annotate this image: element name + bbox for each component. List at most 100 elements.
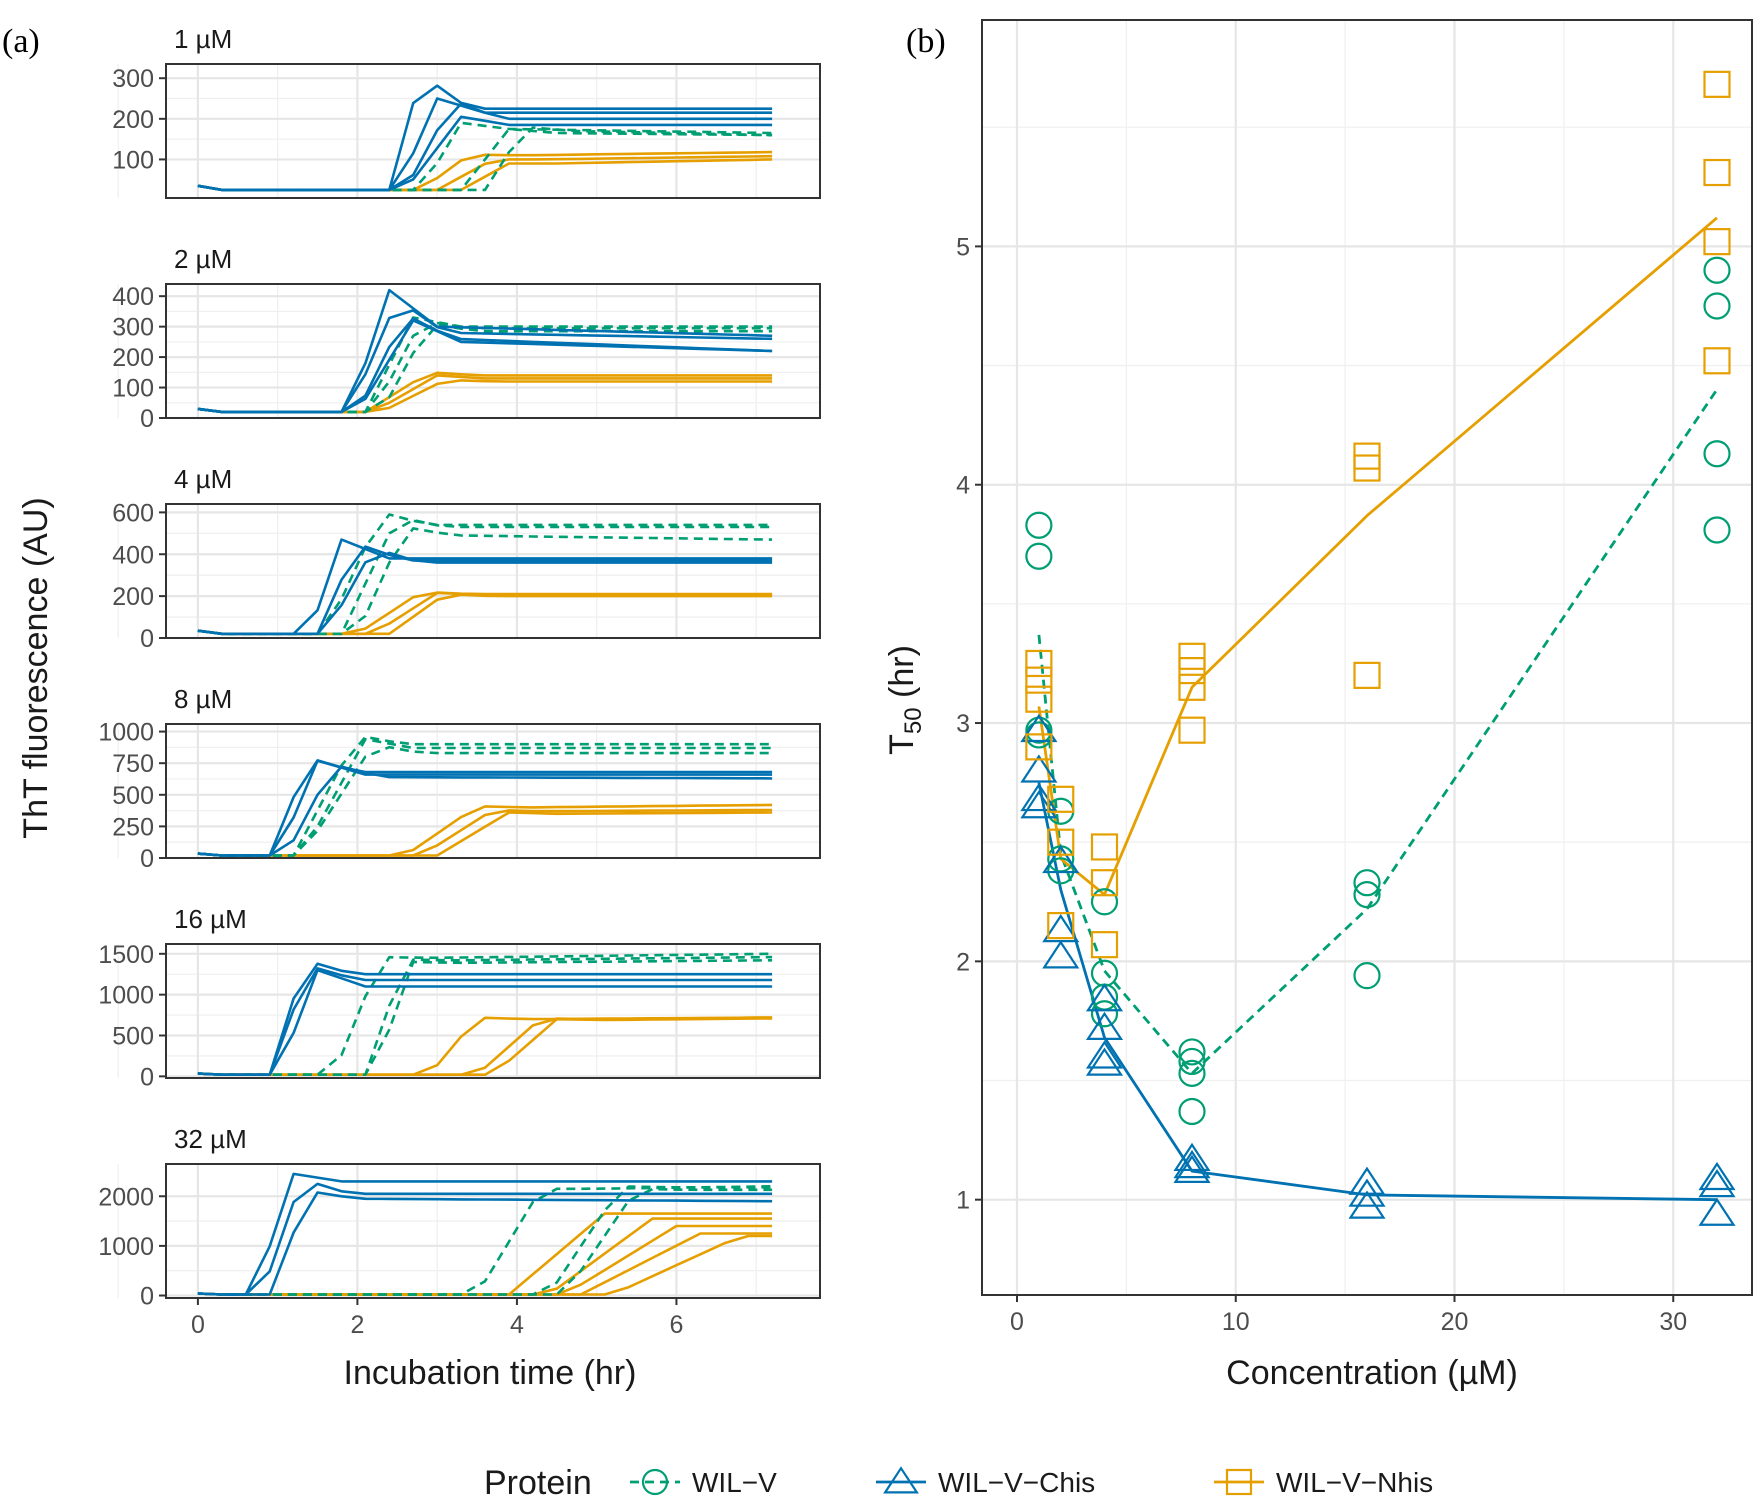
data-point-chis (1085, 983, 1124, 1012)
data-point-chis (1173, 1142, 1211, 1172)
data-point-nhis (1178, 642, 1206, 670)
y-tick-label: 400 (112, 283, 154, 311)
series-line-chis (197, 1172, 773, 1296)
series-line-chis (197, 115, 773, 192)
panel-1-title: 1 µM (174, 24, 232, 54)
panel-5-title: 16 µM (174, 904, 247, 934)
series-line-wilv (197, 1187, 773, 1296)
y-tick-label: 100 (112, 146, 154, 174)
data-point-nhis (1047, 912, 1075, 940)
legend-label-chis: WIL−V−Chis (938, 1467, 1095, 1498)
panel-3-title: 4 µM (174, 464, 232, 494)
y-tick-label: 750 (112, 750, 154, 778)
data-point-chis (1348, 1190, 1386, 1219)
data-point-nhis (1703, 228, 1731, 256)
left-y-axis-label: ThT fluorescence (AU) (17, 497, 55, 838)
panel-4-title: 8 µM (174, 684, 232, 714)
y-tick-label: 250 (112, 813, 154, 841)
data-point-wilv (1353, 962, 1381, 990)
data-point-nhis (1353, 454, 1381, 482)
y-tick-label: 1500 (98, 941, 154, 969)
data-point-chis (1085, 1040, 1124, 1069)
x-tick-label: 20 (1441, 1308, 1469, 1336)
data-point-nhis (1090, 931, 1119, 959)
series-line-chis (197, 551, 773, 636)
panel-6: 32 µM 0 1000 2000 (98, 1124, 821, 1311)
data-point-nhis (1178, 673, 1206, 701)
panel-1: 1 µM 100 200 300 (112, 24, 821, 199)
data-point-wilv (1703, 516, 1731, 544)
y-tick-label: 200 (112, 344, 154, 372)
data-point-wilv (1703, 292, 1731, 320)
y-tick-label: 1000 (98, 982, 154, 1010)
series-line-nhis (197, 591, 773, 636)
data-point-nhis (1703, 158, 1731, 187)
data-point-nhis (1703, 347, 1731, 375)
data-point-wilv (1090, 959, 1119, 987)
series-line-wilv (197, 745, 773, 857)
fit-line-wilv (1037, 388, 1719, 1075)
data-point-chis (1020, 713, 1058, 743)
panel-border (165, 283, 821, 419)
y-tick-label: 500 (112, 782, 154, 810)
data-point-nhis (1025, 733, 1053, 761)
y-tick-label: 500 (112, 1023, 154, 1051)
panel-border (165, 1163, 821, 1299)
data-point-wilv (1178, 1047, 1206, 1076)
data-point-nhis (1025, 685, 1053, 713)
fit-line-chis (1037, 782, 1718, 1202)
series-line-wilv (197, 527, 773, 636)
series-line-chis (197, 765, 773, 857)
data-point-chis (1085, 1011, 1124, 1040)
right-y-axis-label: T50 (hr) (883, 645, 927, 755)
y-tick-label: 300 (112, 314, 154, 342)
data-point-wilv (1178, 1059, 1206, 1087)
fit-line-nhis (1037, 216, 1718, 896)
y-tick-label: 0 (140, 1063, 154, 1091)
legend-marker-nhis (1225, 1468, 1253, 1496)
data-point-chis (1348, 1178, 1386, 1207)
panel-border (981, 19, 1753, 1296)
x-tick-label: 2 (350, 1311, 364, 1339)
series-line-chis (197, 968, 773, 1076)
data-point-wilv (1703, 256, 1731, 284)
data-point-nhis (1047, 785, 1075, 813)
x-tick-label: 0 (191, 1311, 205, 1339)
panel-b-label: (b) (906, 23, 946, 60)
x-tick-label: 30 (1659, 1308, 1687, 1336)
x-tick-label: 6 (669, 1311, 683, 1339)
y-tick-label: 1000 (98, 719, 154, 747)
series-line-chis (197, 967, 773, 1076)
y-tick-label: 600 (112, 499, 154, 527)
data-point-chis (1173, 1154, 1211, 1183)
data-point-nhis (1178, 657, 1206, 685)
panel-6-title: 32 µM (174, 1124, 247, 1154)
series-line-nhis (197, 593, 773, 636)
data-point-chis (1698, 1161, 1736, 1191)
t50-scatter-panel: 0 10 20 30 1 2 3 4 5 (956, 19, 1753, 1336)
y-tick-label: 100 (112, 375, 154, 403)
data-point-nhis (1090, 833, 1119, 861)
data-point-nhis (1025, 666, 1053, 694)
data-point-chis (1042, 844, 1080, 874)
series-line-chis (197, 759, 773, 857)
x-tick-label: 10 (1222, 1308, 1250, 1336)
y-tick-label: 200 (112, 106, 154, 134)
series-line-chis (197, 962, 773, 1076)
panel-3: 4 µM 0 200 400 600 (112, 464, 821, 653)
data-point-wilv (1025, 542, 1053, 570)
data-point-wilv (1090, 888, 1119, 916)
x-tick-label: 0 (1010, 1308, 1024, 1336)
data-point-wilv (1353, 869, 1381, 897)
data-point-nhis (1353, 661, 1381, 689)
data-point-nhis (1178, 716, 1206, 744)
panel-a-label: (a) (2, 23, 40, 60)
series-line-chis (197, 1182, 773, 1296)
legend-title: Protein (484, 1464, 592, 1502)
panel-border (165, 723, 821, 859)
legend-label-wilv: WIL−V (692, 1467, 777, 1498)
data-point-wilv (1178, 1097, 1206, 1126)
series-line-chis (197, 288, 773, 414)
series-line-nhis (197, 1234, 773, 1296)
